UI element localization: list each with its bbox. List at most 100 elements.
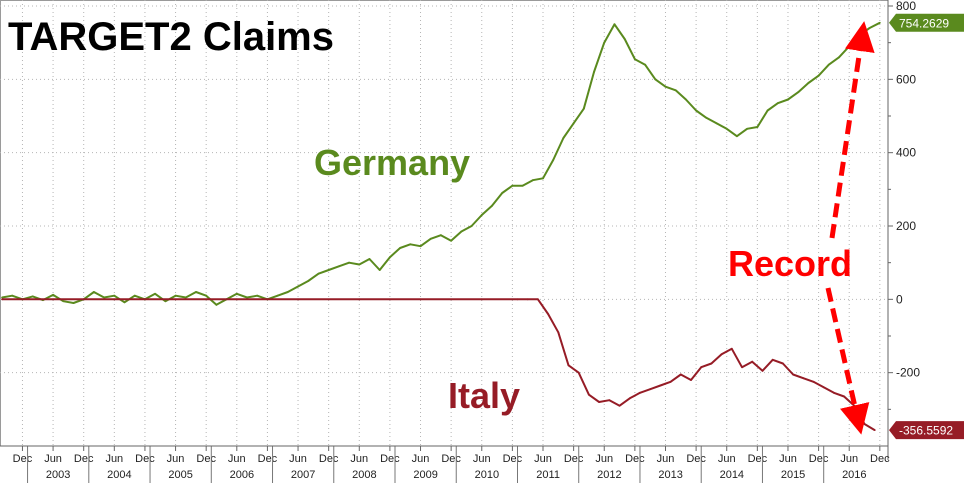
data-point bbox=[348, 261, 350, 264]
data-point bbox=[52, 294, 54, 296]
data-point bbox=[633, 58, 636, 61]
x-month-label: Jun bbox=[105, 453, 123, 465]
x-year-label: 2005 bbox=[168, 469, 192, 481]
x-year-label: 2007 bbox=[291, 469, 315, 481]
data-point bbox=[256, 294, 259, 297]
x-month-label: Jun bbox=[228, 453, 246, 465]
data-point bbox=[664, 85, 667, 88]
data-point bbox=[174, 294, 177, 297]
data-point bbox=[863, 423, 866, 425]
x-year-label: 2006 bbox=[230, 469, 254, 481]
data-point bbox=[93, 291, 95, 293]
data-point bbox=[873, 429, 876, 431]
x-year-label: 2014 bbox=[720, 469, 744, 481]
x-year-label: 2011 bbox=[536, 469, 560, 481]
data-point bbox=[460, 230, 463, 233]
x-month-label: Dec bbox=[564, 453, 584, 465]
record-arrow-down bbox=[825, 287, 870, 435]
data-point bbox=[246, 296, 248, 299]
data-point bbox=[654, 78, 657, 81]
data-point bbox=[337, 265, 340, 268]
data-point bbox=[644, 63, 646, 66]
y-tick-label: 0 bbox=[896, 292, 903, 306]
record-arrow-up bbox=[829, 21, 875, 239]
data-point bbox=[297, 285, 299, 288]
data-point bbox=[1, 298, 3, 301]
last-value-label: 754.2629 bbox=[899, 16, 949, 30]
x-month-label: Dec bbox=[686, 453, 706, 465]
x-month-label: Jun bbox=[167, 453, 185, 465]
x-month-label: Dec bbox=[13, 453, 33, 465]
x-month-label: Dec bbox=[870, 453, 890, 465]
data-point bbox=[52, 298, 54, 301]
data-point bbox=[812, 380, 815, 383]
data-point bbox=[613, 23, 616, 26]
data-point bbox=[480, 298, 483, 301]
data-point bbox=[491, 204, 493, 207]
data-point bbox=[557, 331, 560, 334]
data-point bbox=[685, 98, 687, 101]
x-month-label: Jun bbox=[779, 453, 797, 465]
data-point bbox=[429, 237, 432, 240]
x-month-label: Dec bbox=[380, 453, 400, 465]
data-point bbox=[164, 300, 167, 303]
data-point bbox=[547, 313, 550, 315]
x-year-label: 2004 bbox=[107, 469, 131, 481]
data-point bbox=[516, 298, 519, 301]
data-point bbox=[705, 116, 708, 119]
data-point bbox=[537, 298, 539, 301]
data-point bbox=[710, 362, 713, 365]
data-point bbox=[593, 71, 595, 73]
x-year-label: 2003 bbox=[46, 469, 70, 481]
data-point bbox=[608, 399, 611, 402]
chart-title: TARGET2 Claims bbox=[8, 15, 334, 59]
x-month-label: Jun bbox=[595, 453, 613, 465]
data-point bbox=[11, 294, 14, 297]
data-point bbox=[761, 369, 764, 372]
data-point bbox=[853, 404, 856, 407]
data-point bbox=[838, 56, 840, 59]
data-point bbox=[807, 82, 810, 84]
data-point bbox=[205, 294, 208, 297]
data-point bbox=[817, 74, 820, 77]
data-point bbox=[868, 27, 871, 29]
data-point bbox=[399, 247, 402, 249]
data-point bbox=[317, 272, 320, 275]
data-point bbox=[368, 258, 371, 260]
data-point bbox=[715, 122, 718, 125]
y-tick-label: 800 bbox=[896, 0, 916, 13]
data-point bbox=[577, 371, 580, 374]
x-month-label: Dec bbox=[809, 453, 829, 465]
data-point bbox=[822, 386, 825, 389]
data-point bbox=[725, 127, 728, 130]
last-value-label: -356.5592 bbox=[899, 424, 953, 438]
data-point bbox=[174, 298, 177, 301]
data-point bbox=[797, 91, 800, 94]
data-point bbox=[669, 380, 672, 383]
data-point bbox=[307, 280, 310, 282]
data-point bbox=[235, 292, 238, 295]
data-point bbox=[741, 366, 743, 369]
data-point bbox=[690, 379, 692, 381]
italy-label: Italy bbox=[448, 375, 520, 416]
x-month-label: Dec bbox=[503, 453, 523, 465]
data-point bbox=[771, 358, 774, 361]
data-point bbox=[276, 294, 279, 297]
x-year-label: 2013 bbox=[658, 469, 682, 481]
data-point bbox=[588, 393, 590, 396]
data-point bbox=[480, 214, 483, 216]
x-month-label: Dec bbox=[196, 453, 216, 465]
x-month-label: Jun bbox=[840, 453, 858, 465]
data-point bbox=[674, 89, 677, 92]
data-point bbox=[833, 391, 835, 394]
data-point bbox=[31, 295, 34, 298]
x-month-label: Dec bbox=[258, 453, 278, 465]
x-month-label: Dec bbox=[625, 453, 645, 465]
data-point bbox=[639, 391, 641, 394]
data-point bbox=[659, 384, 662, 387]
data-point bbox=[133, 294, 136, 297]
x-month-label: Dec bbox=[748, 453, 768, 465]
data-point bbox=[327, 269, 330, 271]
